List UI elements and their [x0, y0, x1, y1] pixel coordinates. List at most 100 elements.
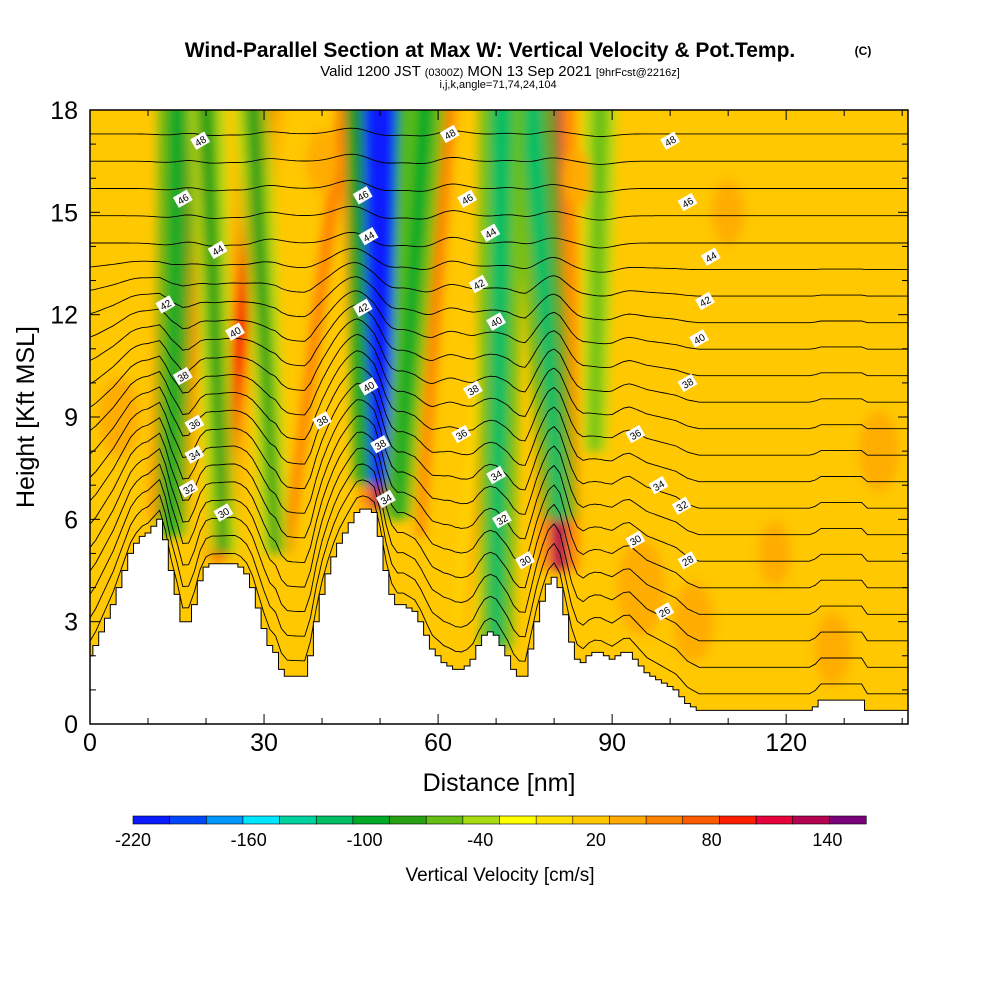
colorbar-swatch — [425, 815, 464, 825]
theta-label-22: 38 — [462, 380, 483, 399]
theta-contour-line — [90, 262, 908, 297]
theta-contour-line — [90, 350, 908, 456]
theta-label-23: 36 — [451, 424, 472, 444]
colorbar-swatch — [242, 815, 281, 825]
colorbar-swatch — [499, 815, 537, 825]
colorbar-label: Vertical Velocity [cm/s] — [405, 865, 594, 886]
theta-label-24: 34 — [486, 465, 507, 485]
updraft-core-4 — [416, 110, 457, 537]
downdraft-core-5 — [521, 110, 567, 520]
downdraft-core-7 — [489, 110, 513, 649]
downdraft-core-2 — [245, 110, 281, 554]
x-axis: 0 30 60 90 120 — [83, 110, 903, 757]
theta-label-layer: 48 46 44 42 40 38 36 34 32 30 38 48 46 44 42 40 38 34 46 44… — [155, 124, 721, 621]
terrain-mask — [90, 508, 908, 724]
downdraft-core-6 — [590, 110, 608, 452]
y-tick-label: 6 — [64, 506, 78, 534]
colorbar-swatch — [169, 815, 207, 825]
theta-label-37: 28 — [677, 551, 698, 570]
svg-text:34: 34 — [188, 448, 204, 463]
theta-label-17: 34 — [375, 489, 396, 509]
x-tick-label: 120 — [765, 729, 807, 757]
colorbar-swatch — [535, 815, 574, 825]
svg-text:42: 42 — [472, 278, 488, 293]
y-tick-label: 0 — [64, 711, 78, 739]
theta-label-21: 40 — [486, 312, 507, 331]
colorbar-tick-label: -220 — [115, 830, 151, 850]
colorbar-tick-label: 80 — [702, 830, 722, 850]
velocity-patch-2 — [814, 612, 851, 685]
colorbar-tick-label: 20 — [586, 830, 606, 850]
svg-text:34: 34 — [652, 479, 668, 494]
svg-text:46: 46 — [176, 192, 192, 207]
colorbar-swatch — [719, 815, 757, 825]
theta-label-30: 42 — [695, 291, 715, 311]
svg-text:48: 48 — [193, 134, 209, 149]
y-tick-label: 3 — [64, 609, 78, 637]
theta-label-11: 48 — [439, 124, 460, 144]
svg-text:42: 42 — [698, 295, 714, 310]
theta-contour-line — [90, 318, 908, 403]
theta-label-12: 46 — [352, 186, 373, 205]
theta-contour-line — [90, 276, 908, 324]
theta-label-19: 44 — [480, 223, 501, 242]
velocity-patch-0 — [617, 539, 666, 636]
svg-text:26: 26 — [657, 605, 673, 620]
colorbar: -220 -160 -100 -40 20 80 140 — [115, 815, 867, 850]
svg-text:32: 32 — [675, 499, 691, 514]
colorbar-tick-label: -40 — [467, 830, 493, 850]
colorbar-tick-label: -100 — [346, 830, 382, 850]
svg-text:36: 36 — [454, 428, 470, 443]
theta-contour-line — [90, 205, 908, 221]
theta-contour-line — [90, 153, 908, 165]
colorbar-swatch — [829, 815, 867, 825]
theta-label-4: 40 — [225, 322, 245, 341]
svg-text:38: 38 — [373, 438, 389, 453]
theta-label-3: 42 — [155, 295, 176, 314]
y-tick-label: 18 — [50, 97, 78, 125]
theta-contour-line — [90, 399, 908, 536]
svg-text:32: 32 — [182, 482, 198, 497]
svg-text:48: 48 — [443, 127, 459, 142]
theta-label-38: 26 — [654, 602, 675, 621]
svg-text:44: 44 — [362, 230, 378, 245]
y-axis-label: Height [Kft MSL] — [12, 326, 40, 508]
svg-text:30: 30 — [518, 554, 534, 569]
svg-text:40: 40 — [692, 332, 708, 347]
svg-text:38: 38 — [466, 383, 482, 398]
y-tick-label: 9 — [64, 404, 78, 432]
theta-contour-line — [90, 127, 908, 137]
theta-contour-line — [90, 495, 908, 695]
svg-text:34: 34 — [379, 492, 395, 507]
theta-label-14: 42 — [352, 298, 373, 317]
x-tick-label: 30 — [250, 729, 278, 757]
svg-text:30: 30 — [628, 533, 644, 548]
colorbar-swatch — [206, 815, 244, 825]
svg-text:42: 42 — [356, 301, 372, 316]
svg-text:38: 38 — [176, 370, 192, 385]
velocity-patch-3 — [758, 521, 791, 586]
svg-text:46: 46 — [681, 196, 697, 211]
svg-text:40: 40 — [362, 380, 378, 395]
theta-label-5: 38 — [172, 366, 193, 386]
theta-label-36: 30 — [625, 530, 646, 549]
theta-contour-line — [90, 431, 908, 589]
theta-label-10: 38 — [312, 411, 333, 430]
svg-text:32: 32 — [495, 513, 511, 528]
grid-index-label: i,j,k,angle=71,74,24,104 — [439, 79, 556, 91]
theta-label-16: 38 — [370, 435, 391, 454]
theta-contour-line — [90, 366, 908, 483]
colorbar-swatch — [682, 815, 721, 825]
colorbar-swatch — [315, 815, 354, 825]
x-axis-label: Distance [nm] — [423, 769, 576, 797]
svg-text:30: 30 — [217, 506, 233, 521]
theta-contour-line — [90, 479, 908, 668]
colorbar-swatch — [389, 815, 427, 825]
colorbar-swatch — [609, 815, 647, 825]
theta-label-0: 48 — [190, 131, 211, 150]
svg-text:38: 38 — [681, 376, 697, 391]
svg-text:36: 36 — [628, 428, 644, 443]
theta-label-31: 40 — [689, 329, 710, 348]
downdraft-core-4 — [392, 110, 435, 520]
